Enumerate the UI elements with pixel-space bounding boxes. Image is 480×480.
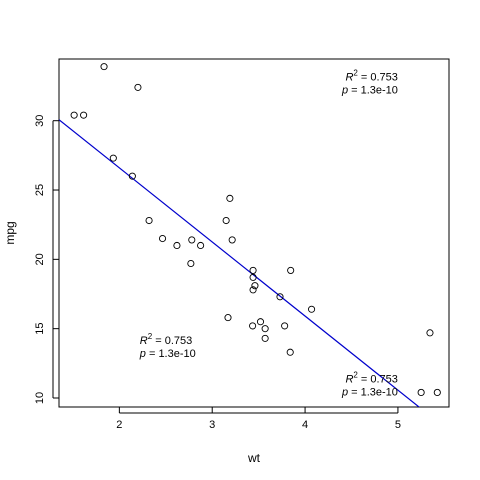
x-tick-label: 3 (209, 419, 215, 431)
data-point (228, 236, 236, 244)
data-point (251, 282, 259, 290)
r-squared-label: R2 = 0.753 (140, 332, 192, 347)
data-point (188, 236, 196, 244)
data-point (100, 63, 108, 71)
regression-line (59, 119, 421, 407)
y-axis-label: mpg (3, 221, 17, 244)
data-point (286, 348, 294, 356)
x-axis: 2 3 4 5 (116, 407, 401, 431)
data-point (224, 314, 232, 322)
y-tick-label: 25 (34, 184, 46, 196)
data-point (70, 111, 78, 119)
x-tick-label: 4 (302, 419, 308, 431)
data-point (80, 111, 88, 119)
data-point (261, 325, 269, 333)
y-tick-label: 30 (34, 115, 46, 127)
y-tick-label: 20 (34, 253, 46, 265)
data-point (134, 83, 142, 91)
data-point (226, 194, 234, 202)
data-point (249, 273, 257, 281)
data-point (222, 216, 230, 225)
data-point (145, 216, 153, 225)
data-point (426, 329, 434, 337)
data-point (308, 305, 316, 313)
r-squared-label: R2 = 0.753 (345, 371, 397, 386)
data-point (197, 241, 205, 250)
data-point (287, 266, 295, 274)
y-tick-label: 10 (34, 392, 46, 404)
p-value-label: p = 1.3e-10 (341, 387, 398, 399)
data-point (433, 388, 441, 396)
data-point (249, 286, 257, 294)
data-point (261, 334, 269, 342)
data-point (109, 154, 117, 162)
data-point (256, 318, 265, 326)
r-squared-label: R2 = 0.753 (345, 68, 397, 83)
x-axis-label: wt (247, 451, 261, 465)
p-value-label: p = 1.3e-10 (341, 84, 398, 96)
data-point (128, 172, 136, 180)
x-tick-label: 5 (395, 419, 401, 431)
data-point (158, 234, 167, 243)
y-axis: 10 15 20 25 30 (34, 115, 59, 404)
data-point (281, 322, 289, 330)
data-point (249, 266, 257, 274)
data-point (276, 293, 284, 301)
data-point (417, 388, 425, 396)
x-tick-label: 2 (116, 419, 122, 431)
data-points (70, 63, 441, 396)
plot-area-frame (58, 58, 450, 408)
data-point (173, 241, 181, 250)
data-point (187, 259, 195, 268)
y-tick-label: 15 (34, 323, 46, 335)
regression-line-layer (59, 119, 421, 407)
p-value-label: p = 1.3e-10 (139, 348, 196, 360)
data-point (249, 322, 257, 330)
